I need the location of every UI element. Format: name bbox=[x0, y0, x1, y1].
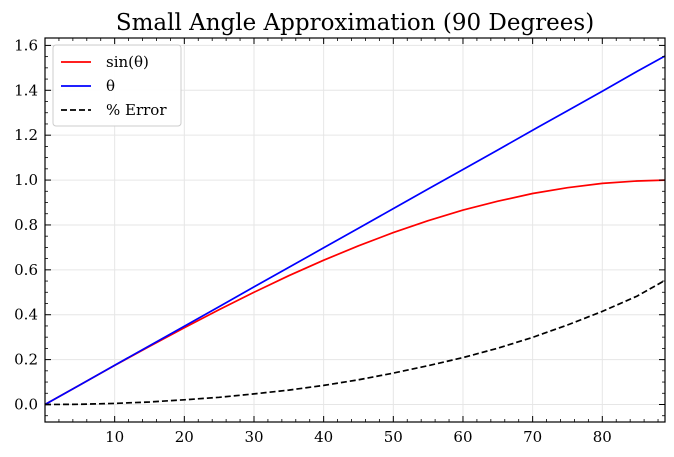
x-tick-label: 40 bbox=[314, 428, 333, 446]
y-tick-label: 1.6 bbox=[14, 36, 38, 54]
y-tick-label: 0.2 bbox=[14, 351, 38, 369]
y-tick-label: 0.6 bbox=[14, 261, 38, 279]
y-tick-label: 0.0 bbox=[14, 395, 38, 413]
x-tick-label: 30 bbox=[244, 428, 263, 446]
y-tick-label: 1.0 bbox=[14, 171, 38, 189]
legend-box bbox=[52, 44, 182, 127]
y-tick-label: 1.2 bbox=[14, 126, 38, 144]
chart-title: Small Angle Approximation (90 Degrees) bbox=[116, 10, 594, 36]
y-tick-label: 0.4 bbox=[14, 306, 38, 324]
legend-label: sin(θ) bbox=[106, 53, 149, 71]
series-lines bbox=[44, 55, 666, 406]
y-tick-label: 0.8 bbox=[14, 216, 38, 234]
axis-ticks: 10 20 30 40 50 60 70 80 0.0 0.2 0.4 0.6 0.8 1.0 1.2 1.4… bbox=[14, 36, 665, 446]
grid bbox=[45, 38, 665, 422]
legend-label: % Error bbox=[106, 101, 167, 119]
plot-frame bbox=[44, 37, 666, 423]
series-line-1 bbox=[44, 55, 666, 406]
x-tick-label: 70 bbox=[523, 428, 542, 446]
x-tick-label: 60 bbox=[453, 428, 472, 446]
x-tick-label: 20 bbox=[175, 428, 194, 446]
legend: sin(θ) θ % Error bbox=[52, 44, 182, 127]
legend-label: θ bbox=[106, 77, 115, 95]
y-tick-label: 1.4 bbox=[14, 81, 38, 99]
x-tick-label: 80 bbox=[593, 428, 612, 446]
x-tick-label: 50 bbox=[384, 428, 403, 446]
x-tick-label: 10 bbox=[105, 428, 124, 446]
series-line-0 bbox=[44, 179, 666, 406]
series-line-2 bbox=[44, 279, 666, 406]
